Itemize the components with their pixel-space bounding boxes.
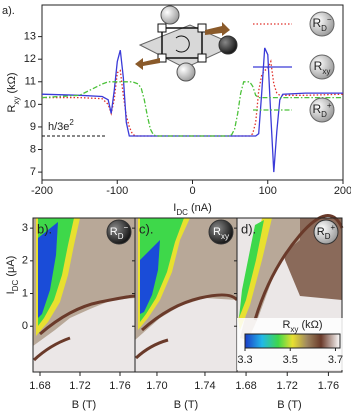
- y-axis-label-sub: DC: [11, 280, 20, 292]
- reference-label: h/3e2: [48, 118, 74, 133]
- legend-label-sub: xy: [322, 67, 330, 76]
- heatmap-ridge: [253, 214, 344, 321]
- panel-badge-label-sup: +: [331, 223, 336, 232]
- y-tick-label: 1: [22, 287, 28, 299]
- series-line: [41, 81, 343, 137]
- x-axis-label: IDC (nA): [173, 202, 211, 217]
- colorbar-label-rest: (kΩ): [298, 319, 322, 331]
- x-tick-label: -200: [31, 185, 53, 197]
- colorbar: [244, 333, 341, 349]
- legend-label: RD+: [312, 101, 331, 119]
- x-axis-label-text: I: [173, 202, 176, 214]
- colorbar-tick-label: 3.7: [328, 354, 343, 366]
- y-tick-label: 2: [22, 255, 28, 267]
- x-tick-label: -100: [106, 185, 128, 197]
- x-tick-label: 1.68: [29, 380, 50, 392]
- colorbar-tick-label: 3.5: [283, 354, 298, 366]
- x-tick-label: 200: [334, 185, 351, 197]
- legend-label: RD−: [312, 15, 331, 33]
- heatmap-region: [140, 240, 160, 314]
- heatmap-ridge: [141, 293, 239, 332]
- y-axis-label-sub: xy: [12, 97, 21, 105]
- panel-badge: [313, 219, 339, 245]
- x-tick-label: 1.72: [69, 380, 90, 392]
- x-axis-label: B (T): [174, 399, 198, 411]
- x-axis-label: B (T): [277, 399, 301, 411]
- legend-label: Rxy: [314, 59, 331, 75]
- panel-label: a).: [2, 5, 15, 17]
- heatmap-region: [239, 220, 264, 318]
- legend-label-text: R: [312, 102, 321, 116]
- legend-label-sub: D: [321, 110, 327, 119]
- y-axis-label-rest: (kΩ): [6, 72, 18, 96]
- y-axis-label: IDC (μA): [5, 256, 20, 295]
- heatmap-region: [238, 218, 272, 330]
- x-tick-label: 100: [259, 185, 277, 197]
- y-tick-label: 10: [24, 98, 36, 110]
- panel-badge-label: RD−: [110, 223, 129, 241]
- panel-badge-label-text: R: [110, 226, 118, 238]
- colorbar-tick-label: 3.3: [237, 354, 252, 366]
- plot-frame: [236, 217, 343, 373]
- x-tick-label: 1.74: [194, 380, 215, 392]
- x-tick-label: 1.68: [235, 380, 256, 392]
- x-tick-label: 1.76: [318, 380, 339, 392]
- x-axis-label: B (T): [72, 399, 96, 411]
- legend-badge: [309, 54, 335, 80]
- panel-badge: [106, 219, 132, 245]
- heatmap-ridge: [32, 336, 71, 362]
- y-tick-label: 9: [30, 121, 36, 133]
- x-tick-label: 0: [189, 185, 195, 197]
- legend-label-text: R: [312, 16, 321, 30]
- panel-label: d).: [241, 221, 256, 236]
- reference-label-text: h/3e: [48, 121, 69, 133]
- colorbar-label: Rxy (kΩ): [282, 319, 322, 334]
- y-axis-label: Rxy (kΩ): [6, 72, 21, 112]
- y-tick-label: 0: [22, 320, 28, 332]
- panel-label: b).: [37, 221, 52, 236]
- x-axis-label-sub: DC: [176, 208, 188, 217]
- legend-label-sub: D: [321, 24, 327, 33]
- x-tick-label: 1.72: [277, 380, 298, 392]
- panel-badge-label-text: R: [213, 226, 221, 238]
- y-axis-label-text: R: [6, 105, 18, 113]
- panel-badge-label-sub: D: [118, 232, 124, 241]
- x-axis-label-rest: (nA): [188, 202, 212, 214]
- panel-badge: [208, 219, 234, 245]
- panel-badge-label: RD+: [317, 223, 336, 241]
- legend-label-sup: +: [327, 101, 332, 110]
- reference-label-sup: 2: [69, 118, 74, 127]
- panel-badge-label-text: R: [317, 226, 325, 238]
- x-tick-label: 1.76: [109, 380, 130, 392]
- panel-badge-label-sub: D: [325, 232, 331, 241]
- panel-badge-label-sub: xy: [221, 232, 229, 241]
- colorbar-label-text: R: [282, 319, 290, 331]
- panel-label: c).: [139, 221, 153, 236]
- colorbar-label-sub: xy: [290, 325, 298, 334]
- y-tick-label: 13: [24, 31, 36, 43]
- y-tick-label: 11: [25, 76, 36, 88]
- y-tick-label: 3: [22, 222, 28, 234]
- y-tick-label: 7: [30, 166, 36, 178]
- heatmap-region: [38, 222, 58, 318]
- legend-label-sup: −: [327, 15, 332, 24]
- panel-badge-label: Rxy: [213, 226, 229, 241]
- y-tick-label: 8: [30, 143, 36, 155]
- heatmap-ridge: [134, 338, 169, 360]
- x-tick-label: 1.70: [146, 380, 167, 392]
- heatmap-ridge: [39, 294, 136, 336]
- legend-label-text: R: [314, 59, 323, 73]
- y-tick-label: 12: [24, 53, 36, 65]
- legend-badge: [309, 11, 335, 37]
- y-axis-label-rest: (μA): [5, 256, 17, 280]
- panel-badge-label-sup: −: [124, 223, 129, 232]
- y-axis-label-text: I: [5, 291, 17, 294]
- inset-schematic: [135, 5, 238, 82]
- legend-badge: [309, 97, 335, 123]
